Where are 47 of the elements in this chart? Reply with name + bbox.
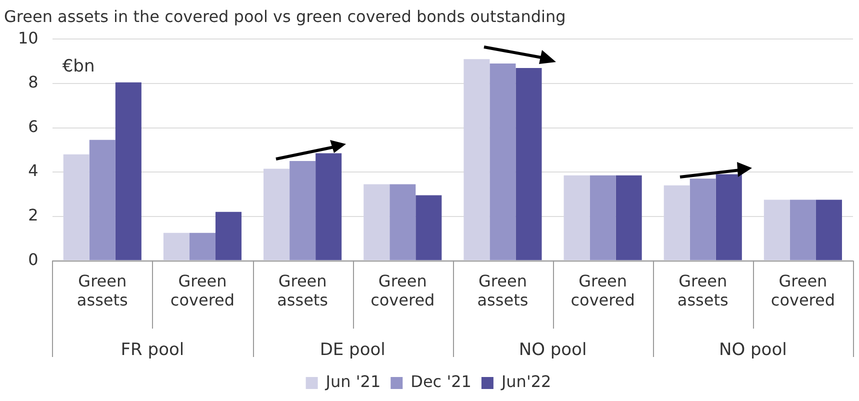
bar xyxy=(764,200,790,260)
bar xyxy=(316,153,342,260)
bar xyxy=(490,64,516,260)
bar xyxy=(816,200,842,260)
x-tick-label: Green covered xyxy=(570,271,635,310)
legend-label: Dec '21 xyxy=(410,372,472,392)
x-tick-label: Green assets xyxy=(677,271,728,310)
y-axis-title: €bn xyxy=(62,56,95,77)
bar xyxy=(364,184,390,260)
bar xyxy=(690,178,716,260)
x-tick-label: Green covered xyxy=(370,271,435,310)
text: FR pool xyxy=(120,340,184,360)
x-tick-label: Green assets xyxy=(477,271,528,310)
bar xyxy=(390,184,416,260)
bar xyxy=(664,185,690,260)
bar xyxy=(564,175,590,260)
y-tick-label: 2 xyxy=(28,205,38,224)
bar xyxy=(264,168,290,260)
bar xyxy=(63,154,90,260)
x-tick-label: Green covered xyxy=(170,271,235,310)
legend-label: Jun'22 xyxy=(500,372,552,392)
bar xyxy=(189,232,216,260)
bar xyxy=(115,82,142,260)
legend-label: Jun '21 xyxy=(324,372,381,392)
y-tick-label: 8 xyxy=(28,72,38,92)
y-tick-label: 6 xyxy=(28,116,38,136)
text: DE pool xyxy=(320,340,386,360)
y-tick-label: 0 xyxy=(28,250,38,269)
bar xyxy=(516,68,542,260)
bar xyxy=(590,175,616,260)
bar xyxy=(464,59,490,260)
chart-title: Green assets in the covered pool vs green covered bonds outstanding xyxy=(4,6,566,26)
x-tick-label: Green assets xyxy=(76,271,128,310)
bar xyxy=(416,195,442,260)
y-tick-label: 4 xyxy=(28,161,38,180)
x-tick-label: Green assets xyxy=(277,271,328,310)
bar xyxy=(290,160,316,260)
bar xyxy=(215,212,242,260)
bar xyxy=(163,232,190,260)
bar xyxy=(790,200,816,260)
bar xyxy=(716,174,742,260)
x-tick-label: Green covered xyxy=(770,271,836,310)
text: NO pool xyxy=(518,340,587,360)
text: NO pool xyxy=(719,340,787,360)
bar xyxy=(616,175,642,260)
y-tick-label: 10 xyxy=(18,28,38,48)
bar xyxy=(89,140,116,260)
